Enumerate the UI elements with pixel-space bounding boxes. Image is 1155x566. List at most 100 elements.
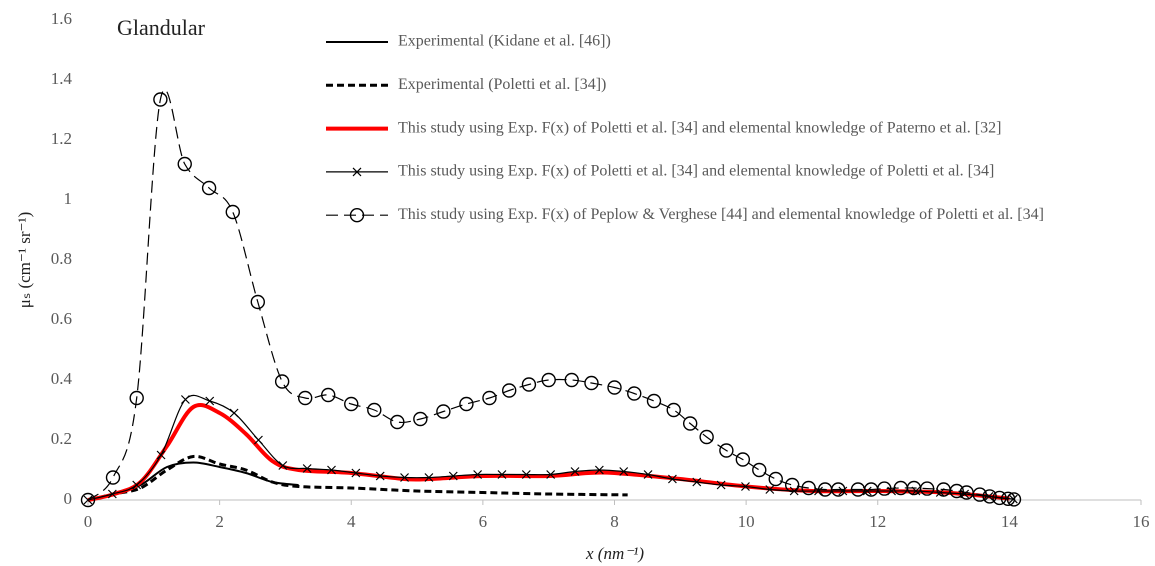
point-marker [497,470,507,479]
point-marker [667,474,677,484]
point-marker [1000,491,1016,506]
point-marker [735,452,751,467]
point-marker [801,480,816,496]
y-tick-label: 0.2 [51,429,72,448]
x-tick-label: 6 [479,512,488,531]
point-marker [153,92,168,107]
x-tick-label: 0 [84,512,93,531]
x-tick-label: 16 [1133,512,1150,531]
legend-label: Experimental (Kidane et al. [46]) [398,33,611,50]
y-tick-label: 1.6 [51,9,72,28]
point-marker [741,482,750,491]
point-marker [413,411,428,427]
point-marker [327,465,336,475]
point-marker [297,390,313,406]
point-marker [344,396,359,412]
x-tick-label: 8 [610,512,619,531]
point-marker [716,480,726,490]
point-marker [302,464,312,473]
point-marker [80,492,96,508]
point-marker [541,372,556,388]
point-marker [205,396,215,406]
legend-label: Experimental (Poletti et al. [34]) [398,76,606,93]
point-marker [254,435,263,445]
point-marker [692,477,702,487]
y-tick-label: 0.8 [51,249,72,268]
y-tick-label: 1.4 [51,69,73,88]
point-marker [177,156,192,172]
point-marker [502,383,517,398]
point-marker [546,470,556,479]
y-axis-label: μₛ (cm⁻¹ sr⁻¹) [15,212,34,308]
x-tick-label: 12 [869,512,886,531]
point-marker [619,467,629,476]
y-tick-label: 0.6 [51,309,72,328]
point-marker [699,429,714,445]
point-marker [919,481,935,496]
point-marker [768,471,783,487]
legend-label: This study using Exp. F(x) of Poletti et… [398,119,1001,136]
series-line [87,402,1010,502]
point-marker [1006,492,1022,507]
point-marker [682,416,698,431]
point-marker [274,374,290,389]
point-marker [972,487,987,502]
y-tick-label: 1 [64,189,73,208]
point-marker [719,443,734,458]
point-marker [666,402,681,418]
x-tick-label: 2 [215,512,224,531]
point-marker [521,470,531,479]
point-marker [459,396,474,412]
point-marker [400,473,409,482]
point-marker [351,468,361,478]
point-marker [321,387,336,403]
point-marker [643,470,653,479]
point-marker [564,372,579,388]
point-marker [436,404,451,419]
point-marker [424,473,434,482]
point-marker [982,489,997,504]
point-marker [390,414,405,430]
x-tick-label: 14 [1001,512,1019,531]
x-tick-label: 4 [347,512,356,531]
point-marker [180,395,190,404]
point-marker [831,482,846,497]
point-marker [752,462,767,478]
point-marker [129,390,144,406]
annotation: Glandular [117,15,206,40]
point-marker [107,489,117,499]
y-tick-label: 0.4 [51,369,73,388]
point-marker [156,450,166,460]
point-marker [521,377,537,392]
point-marker [607,380,622,395]
x-tick-label: 10 [738,512,755,531]
point-marker [646,393,662,409]
point-marker [132,480,142,490]
point-marker [570,467,580,476]
y-tick-label: 0 [64,489,73,508]
point-marker [105,470,121,485]
point-marker [225,204,240,220]
series-line [87,89,1015,501]
point-marker [765,485,775,494]
point-marker [594,465,604,475]
legend-marker [352,167,362,177]
series-line [87,454,628,502]
point-marker [482,390,497,406]
point-marker [250,294,265,310]
point-marker [367,402,382,418]
point-marker [448,471,458,481]
x-axis-label: x (nm⁻¹) [585,544,644,563]
point-marker [278,461,288,470]
y-tick-label: 1.2 [51,129,72,148]
point-marker [877,481,892,496]
point-marker [473,470,483,479]
point-marker [784,477,800,493]
point-marker [201,180,217,196]
legend-label: This study using Exp. F(x) of Poletti et… [398,163,994,180]
legend-label: This study using Exp. F(x) of Peplow & V… [398,206,1044,223]
point-marker [584,375,599,391]
point-marker [949,483,964,499]
point-marker [375,471,385,481]
